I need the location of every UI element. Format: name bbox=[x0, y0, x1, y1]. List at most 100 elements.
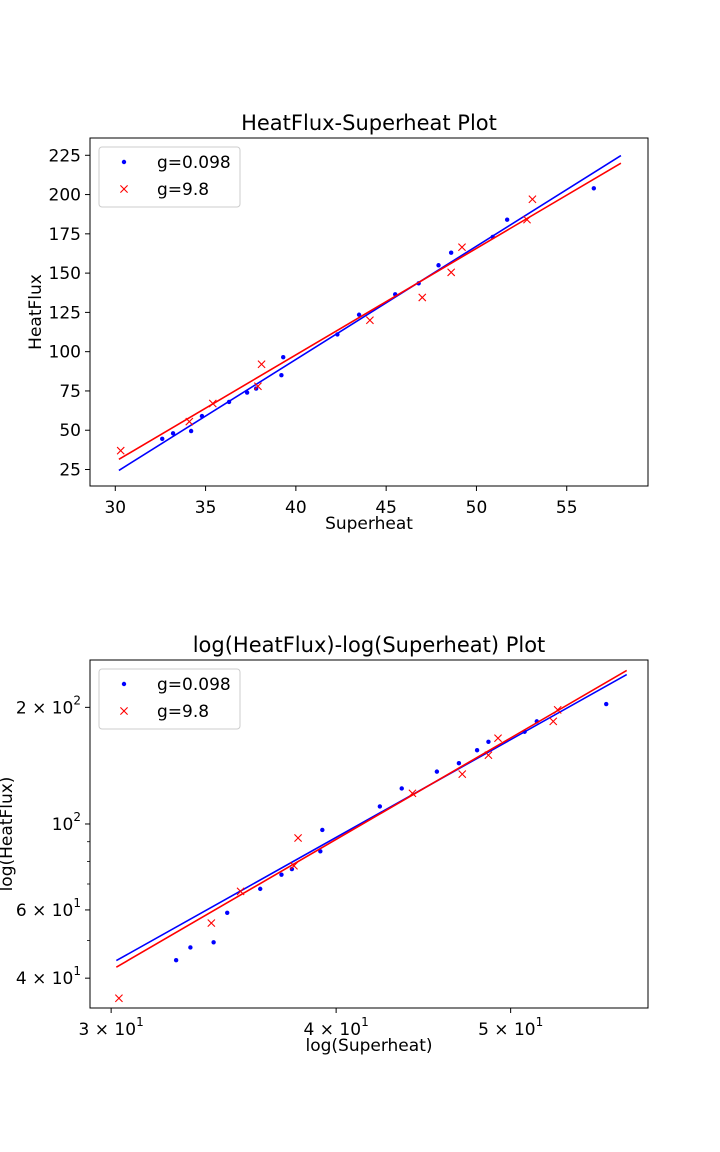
data-point bbox=[294, 834, 303, 843]
x-tick-label: 4 × 101 bbox=[304, 1015, 369, 1041]
data-point bbox=[258, 886, 263, 892]
legend-box bbox=[98, 668, 241, 730]
data-point bbox=[418, 293, 427, 302]
x-axis-label: log(Superheat) bbox=[305, 1036, 432, 1056]
data-point bbox=[173, 958, 179, 963]
data-point bbox=[199, 413, 205, 419]
data-point bbox=[365, 316, 374, 325]
y-axis-label: log(HeatFlux) bbox=[0, 777, 17, 892]
data-point bbox=[448, 250, 454, 255]
data-point bbox=[207, 919, 216, 928]
data-point bbox=[604, 701, 609, 707]
data-point bbox=[114, 994, 123, 1003]
y-axis-label: HeatFlux bbox=[26, 274, 46, 350]
series-layer bbox=[116, 154, 622, 472]
fit-line bbox=[115, 669, 628, 968]
data-point bbox=[160, 436, 165, 442]
data-point bbox=[335, 332, 340, 337]
legend-marker bbox=[120, 707, 128, 715]
data-point bbox=[236, 887, 245, 896]
data-point bbox=[226, 399, 232, 405]
data-point bbox=[549, 717, 558, 726]
data-point bbox=[257, 360, 266, 369]
legend-marker bbox=[120, 185, 128, 193]
data-point bbox=[225, 910, 230, 915]
y-tick-label: 150 bbox=[49, 264, 81, 284]
legend-box bbox=[98, 146, 241, 208]
data-point bbox=[253, 382, 262, 391]
y-tick-label: 25 bbox=[59, 461, 81, 481]
y-tick-label: 102 bbox=[52, 809, 81, 835]
series-2 bbox=[114, 669, 628, 1003]
data-point bbox=[458, 243, 466, 252]
data-point bbox=[494, 734, 503, 743]
x-tick-label: 55 bbox=[556, 498, 578, 518]
data-point bbox=[116, 446, 125, 455]
legend-label: g=0.098 bbox=[157, 153, 231, 173]
data-point bbox=[279, 373, 284, 378]
data-point bbox=[208, 399, 217, 408]
data-point bbox=[318, 849, 323, 854]
data-point bbox=[170, 431, 176, 436]
y-tick-label: 100 bbox=[49, 343, 81, 363]
x-tick-label: 35 bbox=[195, 498, 217, 518]
data-point bbox=[399, 786, 404, 791]
fit-line bbox=[115, 673, 628, 962]
y-tick-label: 175 bbox=[49, 225, 81, 245]
data-point bbox=[447, 268, 456, 277]
series-layer bbox=[114, 669, 628, 1003]
data-point bbox=[281, 354, 286, 360]
data-point bbox=[436, 263, 441, 268]
data-point bbox=[504, 217, 510, 222]
data-point bbox=[188, 428, 194, 434]
data-point bbox=[553, 705, 562, 714]
legend-label: g=9.8 bbox=[157, 180, 209, 200]
legend-label: g=9.8 bbox=[157, 702, 209, 722]
data-point bbox=[244, 390, 250, 395]
data-point bbox=[408, 789, 417, 798]
legend-label: g=0.098 bbox=[157, 675, 231, 695]
series-2 bbox=[116, 162, 622, 460]
fit-line bbox=[118, 162, 622, 460]
series-1 bbox=[115, 673, 628, 963]
data-point bbox=[356, 312, 362, 317]
series-1 bbox=[118, 154, 622, 472]
legend: g=0.098 g=9.8 bbox=[98, 146, 241, 208]
chart-2: log(HeatFlux)-log(Superheat) Plot 3 × 101… bbox=[0, 633, 649, 1056]
legend: g=0.098 g=9.8 bbox=[98, 668, 241, 730]
y-tick-label: 225 bbox=[49, 146, 81, 166]
data-point bbox=[320, 827, 325, 833]
x-axis-label: Superheat bbox=[325, 514, 413, 534]
data-point bbox=[188, 945, 193, 950]
chart-title: log(HeatFlux)-log(Superheat) Plot bbox=[193, 633, 546, 657]
x-tick-label: 45 bbox=[375, 498, 397, 518]
y-tick-label: 75 bbox=[59, 382, 81, 402]
chart-1: HeatFlux-Superheat Plot 30 35 40 45 50 55 25 50 7… bbox=[26, 111, 649, 534]
x-tick-label: 3 × 101 bbox=[79, 1015, 144, 1041]
data-point bbox=[523, 215, 531, 224]
x-tick-label: 30 bbox=[104, 498, 126, 518]
y-tick-label: 125 bbox=[49, 303, 81, 323]
data-point bbox=[289, 861, 298, 870]
data-point bbox=[458, 770, 467, 779]
legend-marker bbox=[121, 681, 127, 687]
legend-marker bbox=[121, 159, 127, 165]
data-point bbox=[591, 186, 597, 191]
data-point bbox=[289, 866, 295, 872]
data-point bbox=[486, 739, 491, 744]
y-tick-label: 200 bbox=[49, 186, 81, 206]
x-tick-label: 50 bbox=[466, 498, 488, 518]
data-point bbox=[528, 195, 537, 204]
chart-title: HeatFlux-Superheat Plot bbox=[241, 111, 497, 135]
data-point bbox=[211, 940, 216, 945]
y-tick-label: 6 × 101 bbox=[16, 895, 81, 921]
x-tick-label: 5 × 101 bbox=[478, 1015, 543, 1041]
data-point bbox=[434, 769, 440, 774]
data-point bbox=[456, 761, 462, 766]
data-point bbox=[474, 748, 480, 753]
data-point bbox=[484, 751, 493, 760]
x-tick-label: 40 bbox=[285, 498, 307, 518]
y-tick-label: 4 × 101 bbox=[16, 964, 81, 990]
y-tick-label: 50 bbox=[59, 421, 81, 441]
